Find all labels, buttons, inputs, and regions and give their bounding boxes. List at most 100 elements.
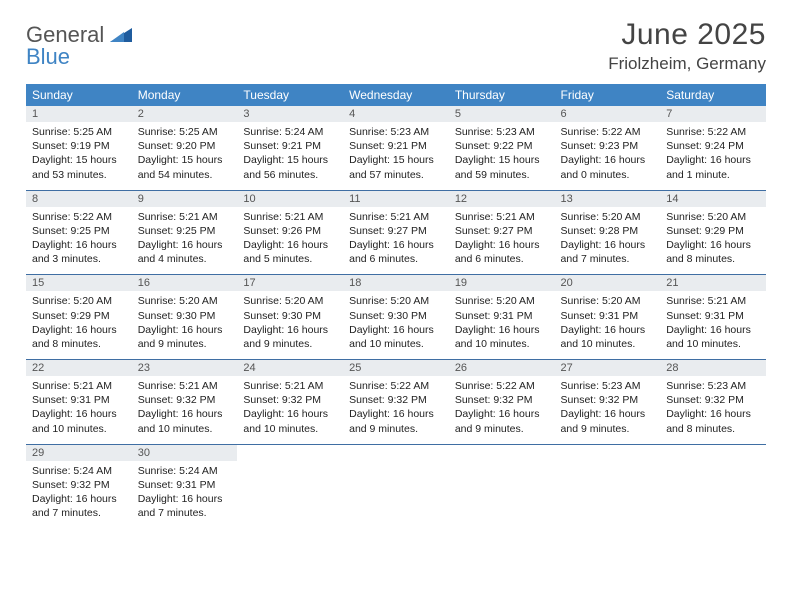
day-details: Sunrise: 5:23 AMSunset: 9:21 PMDaylight:… bbox=[343, 122, 449, 190]
calendar-week-row: 29Sunrise: 5:24 AMSunset: 9:32 PMDayligh… bbox=[26, 444, 766, 528]
sunrise-text: Sunrise: 5:20 AM bbox=[243, 294, 337, 308]
day-details: Sunrise: 5:22 AMSunset: 9:32 PMDaylight:… bbox=[343, 376, 449, 444]
col-monday: Monday bbox=[132, 84, 238, 106]
sunrise-text: Sunrise: 5:21 AM bbox=[666, 294, 760, 308]
day-number: 3 bbox=[237, 106, 343, 122]
sunrise-text: Sunrise: 5:24 AM bbox=[243, 125, 337, 139]
day-details: Sunrise: 5:20 AMSunset: 9:29 PMDaylight:… bbox=[26, 291, 132, 359]
sunset-text: Sunset: 9:24 PM bbox=[666, 139, 760, 153]
daylight-text: Daylight: 16 hours and 10 minutes. bbox=[349, 323, 443, 351]
sunset-text: Sunset: 9:30 PM bbox=[138, 309, 232, 323]
day-number: 27 bbox=[555, 360, 661, 376]
day-details: Sunrise: 5:24 AMSunset: 9:32 PMDaylight:… bbox=[26, 461, 132, 529]
sunrise-text: Sunrise: 5:20 AM bbox=[138, 294, 232, 308]
daylight-text: Daylight: 16 hours and 6 minutes. bbox=[455, 238, 549, 266]
daylight-text: Daylight: 16 hours and 9 minutes. bbox=[243, 323, 337, 351]
logo-word2: Blue bbox=[26, 44, 70, 69]
day-number: 23 bbox=[132, 360, 238, 376]
day-details: Sunrise: 5:21 AMSunset: 9:32 PMDaylight:… bbox=[132, 376, 238, 444]
logo: General Blue bbox=[26, 18, 132, 68]
col-sunday: Sunday bbox=[26, 84, 132, 106]
calendar-week-row: 8Sunrise: 5:22 AMSunset: 9:25 PMDaylight… bbox=[26, 190, 766, 275]
daylight-text: Daylight: 16 hours and 8 minutes. bbox=[666, 238, 760, 266]
sunset-text: Sunset: 9:32 PM bbox=[138, 393, 232, 407]
day-number: 18 bbox=[343, 275, 449, 291]
day-details: Sunrise: 5:21 AMSunset: 9:31 PMDaylight:… bbox=[26, 376, 132, 444]
calendar-day-cell: 10Sunrise: 5:21 AMSunset: 9:26 PMDayligh… bbox=[237, 190, 343, 275]
calendar-day-cell: 6Sunrise: 5:22 AMSunset: 9:23 PMDaylight… bbox=[555, 106, 661, 190]
page-header: General Blue June 2025 Friolzheim, Germa… bbox=[0, 0, 792, 84]
sunset-text: Sunset: 9:29 PM bbox=[32, 309, 126, 323]
day-details: Sunrise: 5:22 AMSunset: 9:24 PMDaylight:… bbox=[660, 122, 766, 190]
daylight-text: Daylight: 16 hours and 9 minutes. bbox=[561, 407, 655, 435]
daylight-text: Daylight: 16 hours and 10 minutes. bbox=[666, 323, 760, 351]
calendar-day-cell: 23Sunrise: 5:21 AMSunset: 9:32 PMDayligh… bbox=[132, 360, 238, 445]
daylight-text: Daylight: 16 hours and 7 minutes. bbox=[138, 492, 232, 520]
daylight-text: Daylight: 16 hours and 3 minutes. bbox=[32, 238, 126, 266]
sunset-text: Sunset: 9:27 PM bbox=[349, 224, 443, 238]
calendar-day-cell: 7Sunrise: 5:22 AMSunset: 9:24 PMDaylight… bbox=[660, 106, 766, 190]
daylight-text: Daylight: 16 hours and 1 minute. bbox=[666, 153, 760, 181]
sunset-text: Sunset: 9:29 PM bbox=[666, 224, 760, 238]
daylight-text: Daylight: 15 hours and 59 minutes. bbox=[455, 153, 549, 181]
calendar-day-cell: 26Sunrise: 5:22 AMSunset: 9:32 PMDayligh… bbox=[449, 360, 555, 445]
sunset-text: Sunset: 9:23 PM bbox=[561, 139, 655, 153]
sunrise-text: Sunrise: 5:22 AM bbox=[32, 210, 126, 224]
calendar-week-row: 22Sunrise: 5:21 AMSunset: 9:31 PMDayligh… bbox=[26, 360, 766, 445]
daylight-text: Daylight: 16 hours and 10 minutes. bbox=[561, 323, 655, 351]
daylight-text: Daylight: 16 hours and 5 minutes. bbox=[243, 238, 337, 266]
day-details: Sunrise: 5:21 AMSunset: 9:25 PMDaylight:… bbox=[132, 207, 238, 275]
sunrise-text: Sunrise: 5:22 AM bbox=[561, 125, 655, 139]
day-number: 22 bbox=[26, 360, 132, 376]
day-number: 10 bbox=[237, 191, 343, 207]
calendar-day-cell: 12Sunrise: 5:21 AMSunset: 9:27 PMDayligh… bbox=[449, 190, 555, 275]
logo-text: General Blue bbox=[26, 24, 132, 68]
sunrise-text: Sunrise: 5:25 AM bbox=[138, 125, 232, 139]
sunset-text: Sunset: 9:32 PM bbox=[32, 478, 126, 492]
sunset-text: Sunset: 9:19 PM bbox=[32, 139, 126, 153]
calendar-day-cell: 17Sunrise: 5:20 AMSunset: 9:30 PMDayligh… bbox=[237, 275, 343, 360]
calendar-day-cell: 15Sunrise: 5:20 AMSunset: 9:29 PMDayligh… bbox=[26, 275, 132, 360]
calendar-day-cell: 28Sunrise: 5:23 AMSunset: 9:32 PMDayligh… bbox=[660, 360, 766, 445]
day-details: Sunrise: 5:21 AMSunset: 9:26 PMDaylight:… bbox=[237, 207, 343, 275]
daylight-text: Daylight: 15 hours and 57 minutes. bbox=[349, 153, 443, 181]
daylight-text: Daylight: 16 hours and 8 minutes. bbox=[32, 323, 126, 351]
day-details: Sunrise: 5:25 AMSunset: 9:19 PMDaylight:… bbox=[26, 122, 132, 190]
calendar-day-cell: 3Sunrise: 5:24 AMSunset: 9:21 PMDaylight… bbox=[237, 106, 343, 190]
day-details: Sunrise: 5:22 AMSunset: 9:23 PMDaylight:… bbox=[555, 122, 661, 190]
sunset-text: Sunset: 9:32 PM bbox=[455, 393, 549, 407]
day-details: Sunrise: 5:20 AMSunset: 9:31 PMDaylight:… bbox=[449, 291, 555, 359]
sunrise-text: Sunrise: 5:23 AM bbox=[666, 379, 760, 393]
day-details: Sunrise: 5:24 AMSunset: 9:21 PMDaylight:… bbox=[237, 122, 343, 190]
day-number: 26 bbox=[449, 360, 555, 376]
day-number: 28 bbox=[660, 360, 766, 376]
daylight-text: Daylight: 15 hours and 54 minutes. bbox=[138, 153, 232, 181]
daylight-text: Daylight: 16 hours and 7 minutes. bbox=[32, 492, 126, 520]
sunset-text: Sunset: 9:25 PM bbox=[32, 224, 126, 238]
sunrise-text: Sunrise: 5:21 AM bbox=[243, 210, 337, 224]
sunset-text: Sunset: 9:32 PM bbox=[349, 393, 443, 407]
day-number: 7 bbox=[660, 106, 766, 122]
sunrise-text: Sunrise: 5:21 AM bbox=[455, 210, 549, 224]
day-details: Sunrise: 5:21 AMSunset: 9:27 PMDaylight:… bbox=[343, 207, 449, 275]
day-number: 14 bbox=[660, 191, 766, 207]
day-number: 11 bbox=[343, 191, 449, 207]
sunset-text: Sunset: 9:21 PM bbox=[349, 139, 443, 153]
sunrise-text: Sunrise: 5:23 AM bbox=[455, 125, 549, 139]
day-number: 30 bbox=[132, 445, 238, 461]
day-details: Sunrise: 5:24 AMSunset: 9:31 PMDaylight:… bbox=[132, 461, 238, 529]
calendar-week-row: 15Sunrise: 5:20 AMSunset: 9:29 PMDayligh… bbox=[26, 275, 766, 360]
day-details: Sunrise: 5:23 AMSunset: 9:32 PMDaylight:… bbox=[555, 376, 661, 444]
sunrise-text: Sunrise: 5:20 AM bbox=[32, 294, 126, 308]
calendar-day-cell bbox=[555, 444, 661, 528]
day-details: Sunrise: 5:23 AMSunset: 9:22 PMDaylight:… bbox=[449, 122, 555, 190]
day-details: Sunrise: 5:20 AMSunset: 9:30 PMDaylight:… bbox=[343, 291, 449, 359]
day-details: Sunrise: 5:20 AMSunset: 9:30 PMDaylight:… bbox=[237, 291, 343, 359]
calendar-day-cell: 18Sunrise: 5:20 AMSunset: 9:30 PMDayligh… bbox=[343, 275, 449, 360]
day-number: 1 bbox=[26, 106, 132, 122]
daylight-text: Daylight: 16 hours and 4 minutes. bbox=[138, 238, 232, 266]
calendar-day-cell: 25Sunrise: 5:22 AMSunset: 9:32 PMDayligh… bbox=[343, 360, 449, 445]
day-number: 21 bbox=[660, 275, 766, 291]
calendar-day-cell: 24Sunrise: 5:21 AMSunset: 9:32 PMDayligh… bbox=[237, 360, 343, 445]
day-details: Sunrise: 5:20 AMSunset: 9:30 PMDaylight:… bbox=[132, 291, 238, 359]
